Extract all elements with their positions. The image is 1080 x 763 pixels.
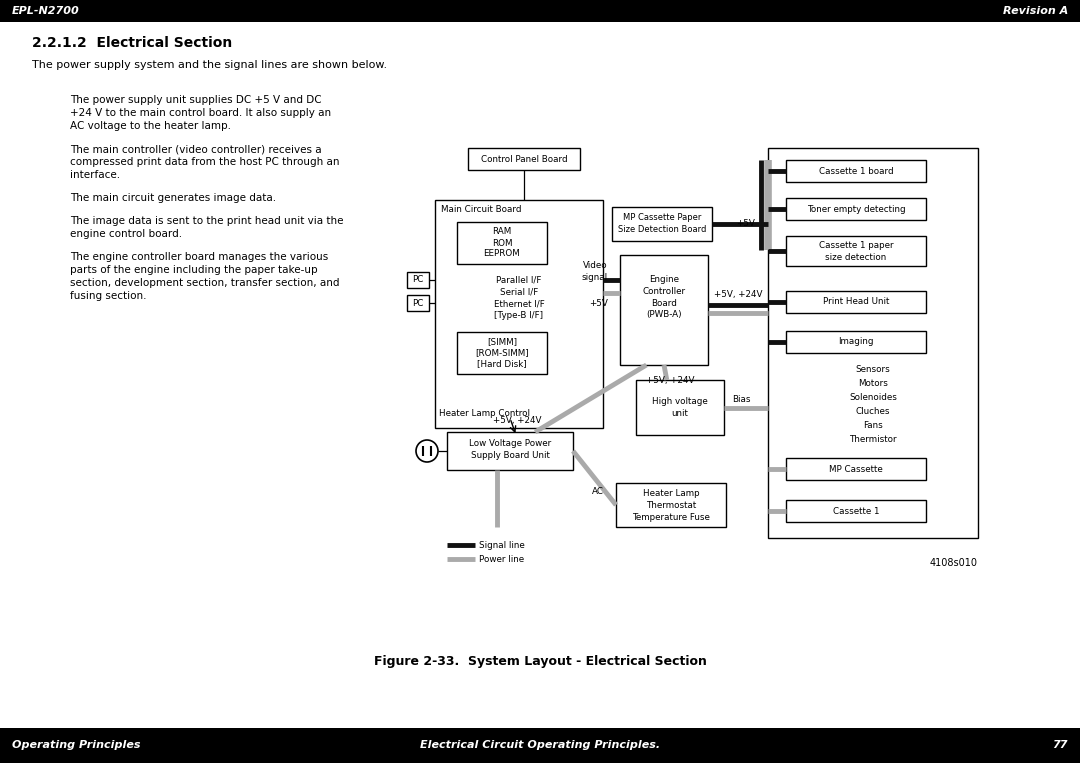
Text: Engine: Engine [649,275,679,284]
FancyBboxPatch shape [786,458,926,480]
Text: Power line: Power line [480,555,524,564]
FancyBboxPatch shape [457,332,546,374]
FancyBboxPatch shape [768,148,978,538]
Text: Heater Lamp: Heater Lamp [643,490,700,498]
Text: PC: PC [413,275,423,285]
FancyBboxPatch shape [407,295,429,311]
Text: Ethernet I/F: Ethernet I/F [494,300,544,308]
FancyBboxPatch shape [612,207,712,241]
Text: Motors: Motors [859,379,888,388]
Text: Imaging: Imaging [838,337,874,346]
Text: +5V: +5V [737,218,755,227]
Text: Thermistor: Thermistor [849,436,896,445]
Text: RAM: RAM [492,227,512,237]
Text: The image data is sent to the print head unit via the: The image data is sent to the print head… [70,216,343,226]
Text: EEPROM: EEPROM [484,250,521,259]
Text: unit: unit [672,410,688,418]
Text: The power supply unit supplies DC +5 V and DC: The power supply unit supplies DC +5 V a… [70,95,322,105]
Text: Thermostat: Thermostat [646,501,697,510]
FancyBboxPatch shape [620,255,708,365]
FancyBboxPatch shape [447,432,573,470]
FancyBboxPatch shape [0,728,1080,763]
Text: Serial I/F: Serial I/F [500,288,538,297]
FancyBboxPatch shape [0,0,1080,22]
Text: Sensors: Sensors [855,365,890,375]
FancyBboxPatch shape [786,500,926,522]
Text: Cluches: Cluches [855,407,890,417]
Text: Cassette 1: Cassette 1 [833,507,879,516]
Text: PC: PC [413,298,423,307]
FancyBboxPatch shape [786,160,926,182]
Text: 4108s010: 4108s010 [930,558,978,568]
Text: [SIMM]: [SIMM] [487,337,517,346]
Text: 77: 77 [1053,740,1068,750]
Text: Heater Lamp Control: Heater Lamp Control [438,410,530,418]
Text: size detection: size detection [825,253,887,262]
Text: 2.2.1.2  Electrical Section: 2.2.1.2 Electrical Section [32,36,232,50]
Text: Main Circuit Board: Main Circuit Board [441,205,522,214]
Text: (PWB-A): (PWB-A) [646,311,681,320]
Text: MP Cassette Paper: MP Cassette Paper [623,214,701,223]
Text: AC: AC [592,487,604,495]
Text: Figure 2-33.  System Layout - Electrical Section: Figure 2-33. System Layout - Electrical … [374,655,706,668]
Text: AC voltage to the heater lamp.: AC voltage to the heater lamp. [70,121,231,131]
Text: Print Head Unit: Print Head Unit [823,298,889,307]
FancyBboxPatch shape [435,200,603,428]
Text: Electrical Circuit Operating Principles.: Electrical Circuit Operating Principles. [420,740,660,750]
Text: Video: Video [583,262,608,271]
Text: Cassette 1 board: Cassette 1 board [819,166,893,175]
Text: Operating Principles: Operating Principles [12,740,140,750]
Text: Parallel I/F: Parallel I/F [497,275,542,285]
Text: EPL-N2700: EPL-N2700 [12,6,80,16]
Text: The main controller (video controller) receives a: The main controller (video controller) r… [70,144,322,154]
FancyBboxPatch shape [786,331,926,353]
Text: The power supply system and the signal lines are shown below.: The power supply system and the signal l… [32,60,387,70]
Text: +5V, +24V: +5V, +24V [646,376,694,385]
FancyBboxPatch shape [407,272,429,288]
Text: Toner empty detecting: Toner empty detecting [807,204,905,214]
FancyBboxPatch shape [457,222,546,264]
Text: Revision A: Revision A [1002,6,1068,16]
FancyBboxPatch shape [636,380,724,435]
Text: +5V: +5V [589,298,608,307]
Text: [ROM-SIMM]: [ROM-SIMM] [475,349,529,358]
Text: Supply Board Unit: Supply Board Unit [471,452,550,461]
Text: [Type-B I/F]: [Type-B I/F] [495,311,543,320]
Text: [Hard Disk]: [Hard Disk] [477,359,527,369]
Text: Cassette 1 paper: Cassette 1 paper [819,242,893,250]
Text: signal: signal [582,273,608,282]
Text: Fans: Fans [863,421,882,430]
FancyBboxPatch shape [786,236,926,266]
FancyBboxPatch shape [616,483,726,527]
Text: Control Panel Board: Control Panel Board [481,154,567,163]
Text: Solenoides: Solenoides [849,394,896,403]
Text: compressed print data from the host PC through an: compressed print data from the host PC t… [70,157,339,167]
Text: Controller: Controller [643,286,686,295]
Text: +24 V to the main control board. It also supply an: +24 V to the main control board. It also… [70,108,332,118]
Text: +5V, +24V: +5V, +24V [492,416,541,424]
Text: engine control board.: engine control board. [70,229,183,239]
Text: interface.: interface. [70,170,120,180]
Text: The main circuit generates image data.: The main circuit generates image data. [70,193,276,203]
FancyBboxPatch shape [786,198,926,220]
Text: Signal line: Signal line [480,540,525,549]
Text: Temperature Fuse: Temperature Fuse [632,513,710,523]
Text: Size Detection Board: Size Detection Board [618,226,706,234]
Text: section, development section, transfer section, and: section, development section, transfer s… [70,278,339,288]
Text: Bias: Bias [732,395,751,404]
Text: MP Cassette: MP Cassette [829,465,882,474]
Text: +5V, +24V: +5V, +24V [714,291,762,300]
Text: The engine controller board manages the various: The engine controller board manages the … [70,252,328,262]
Text: Low Voltage Power: Low Voltage Power [469,439,551,449]
Text: Board: Board [651,298,677,307]
Text: ROM: ROM [491,239,512,247]
FancyBboxPatch shape [786,291,926,313]
FancyBboxPatch shape [468,148,580,170]
Text: fusing section.: fusing section. [70,291,147,301]
Text: High voltage: High voltage [652,398,707,407]
Text: parts of the engine including the paper take-up: parts of the engine including the paper … [70,265,318,275]
